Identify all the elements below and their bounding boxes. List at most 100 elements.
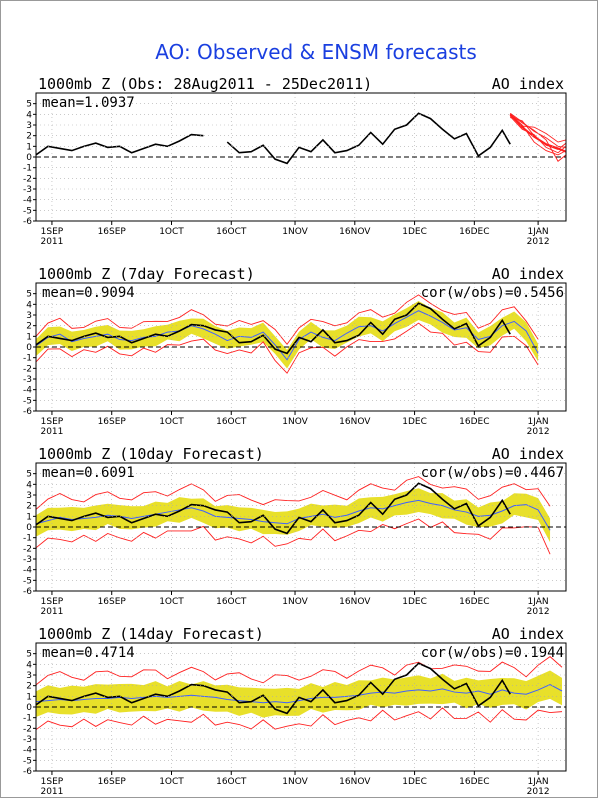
- x-tick-label: 1NOV: [282, 597, 308, 607]
- y-tick-label: 2: [26, 132, 32, 142]
- x-tick-label: 16NOV: [339, 597, 371, 607]
- x-tick-label: 16SEP: [98, 417, 127, 427]
- ensemble-spread-band: [36, 670, 563, 718]
- y-tick-label: 5: [26, 290, 32, 300]
- x-tick-label: 1JAN: [528, 417, 549, 427]
- ensemble-lower-envelope: [36, 518, 551, 555]
- y-tick-label: 1: [26, 332, 32, 342]
- y-tick-label: 4: [26, 110, 32, 120]
- y-tick-label: 5: [26, 470, 32, 480]
- panel-3: 1000mb Z (10day Forecast) AO index543210-…: [23, 445, 567, 617]
- y-tick-label: 3: [26, 121, 32, 131]
- mean-label: mean=0.6091: [42, 465, 135, 481]
- plot-area: [36, 656, 563, 731]
- ensemble-spread-band: [36, 488, 551, 543]
- x-tick-label: 1OCT: [159, 227, 184, 237]
- y-tick-label: -5: [23, 206, 32, 216]
- y-tick-label: -6: [23, 587, 32, 597]
- panels-group: 1000mb Z (Obs: 28Aug2011 - 25Dec2011) AO …: [23, 75, 567, 797]
- y-tick-label: -4: [23, 386, 32, 396]
- ensemble-upper-envelope: [36, 656, 563, 686]
- y-tick-label: 0: [26, 343, 32, 353]
- x-tick-sublabel: 2012: [527, 787, 550, 797]
- y-tick-label: -5: [23, 576, 32, 586]
- ensemble-member-line: [509, 113, 566, 162]
- x-tick-label: 16DEC: [459, 777, 489, 787]
- y-tick-label: -4: [23, 196, 32, 206]
- correlation-label: cor(w/obs)=0.1944: [421, 645, 564, 661]
- ensemble-spread-band: [36, 301, 539, 369]
- x-tick-label: 1SEP: [41, 777, 64, 787]
- y-tick-label: -6: [23, 407, 32, 417]
- y-tick-label: 3: [26, 671, 32, 681]
- x-tick-sublabel: 2012: [527, 427, 550, 437]
- y-tick-label: 1: [26, 142, 32, 152]
- y-tick-label: -6: [23, 767, 32, 777]
- y-tick-label: 4: [26, 480, 32, 490]
- x-tick-label: 1SEP: [41, 417, 64, 427]
- y-tick-label: -1: [23, 354, 32, 364]
- x-tick-label: 1DEC: [402, 417, 427, 427]
- x-tick-label: 1DEC: [402, 597, 427, 607]
- y-tick-label: 3: [26, 311, 32, 321]
- panel-index-label: AO index: [492, 75, 564, 93]
- x-tick-label: 16DEC: [459, 597, 489, 607]
- x-tick-label: 16DEC: [459, 417, 489, 427]
- x-tick-sublabel: 2012: [527, 237, 550, 247]
- x-tick-label: 1OCT: [159, 777, 184, 787]
- x-tick-label: 1NOV: [282, 227, 308, 237]
- panel-index-label: AO index: [492, 445, 564, 463]
- observed-line: [36, 133, 204, 156]
- y-tick-label: -2: [23, 364, 32, 374]
- x-tick-label: 16OCT: [216, 227, 247, 237]
- observed-line: [226, 112, 511, 165]
- y-tick-label: 0: [26, 523, 32, 533]
- x-tick-label: 16DEC: [459, 227, 489, 237]
- y-tick-label: -5: [23, 396, 32, 406]
- x-tick-label: 16OCT: [216, 597, 247, 607]
- y-tick-label: -2: [23, 174, 32, 184]
- y-tick-label: 1: [26, 692, 32, 702]
- panel-index-label: AO index: [492, 265, 564, 283]
- y-tick-label: -5: [23, 756, 32, 766]
- x-tick-label: 1OCT: [159, 417, 184, 427]
- ensemble-lower-envelope: [36, 322, 539, 374]
- x-tick-sublabel: 2012: [527, 607, 550, 617]
- y-tick-label: 4: [26, 660, 32, 670]
- x-tick-label: 1JAN: [528, 227, 549, 237]
- y-tick-label: -4: [23, 746, 32, 756]
- y-tick-label: -6: [23, 217, 32, 227]
- panel-2: 1000mb Z (7day Forecast) AO index 543210-1…: [23, 265, 567, 437]
- plot-area: [36, 294, 539, 374]
- panel-index-label: AO index: [492, 625, 564, 643]
- y-tick-label: 2: [26, 682, 32, 692]
- x-tick-label: 16NOV: [339, 777, 371, 787]
- ensemble-upper-envelope: [36, 294, 539, 346]
- ensemble-lower-envelope: [36, 707, 563, 731]
- x-tick-label: 1DEC: [402, 777, 427, 787]
- mean-label: mean=1.0937: [42, 95, 135, 111]
- x-tick-label: 16OCT: [216, 417, 247, 427]
- panel-1: 1000mb Z (Obs: 28Aug2011 - 25Dec2011) AO …: [23, 75, 567, 247]
- x-tick-label: 16SEP: [98, 597, 127, 607]
- mean-label: mean=0.4714: [42, 645, 135, 661]
- y-tick-label: -1: [23, 534, 32, 544]
- y-tick-label: -3: [23, 555, 32, 565]
- x-tick-sublabel: 2011: [40, 237, 63, 247]
- x-tick-label: 1DEC: [402, 227, 427, 237]
- x-tick-label: 16NOV: [339, 227, 371, 237]
- y-tick-label: 0: [26, 703, 32, 713]
- ensemble-member-line: [510, 117, 566, 151]
- panel-title: 1000mb Z (14day Forecast): [38, 625, 264, 643]
- figure-title: AO: Observed & ENSM forecasts: [155, 40, 477, 64]
- x-tick-label: 16NOV: [339, 417, 371, 427]
- x-tick-label: 1JAN: [528, 597, 549, 607]
- ensemble-member-line: [509, 115, 566, 143]
- x-tick-label: 1NOV: [282, 417, 308, 427]
- y-tick-label: -2: [23, 544, 32, 554]
- x-tick-label: 1NOV: [282, 777, 308, 787]
- x-tick-sublabel: 2011: [40, 607, 63, 617]
- x-tick-label: 16OCT: [216, 777, 247, 787]
- panel-4: 1000mb Z (14day Forecast) AO index543210-…: [23, 625, 567, 797]
